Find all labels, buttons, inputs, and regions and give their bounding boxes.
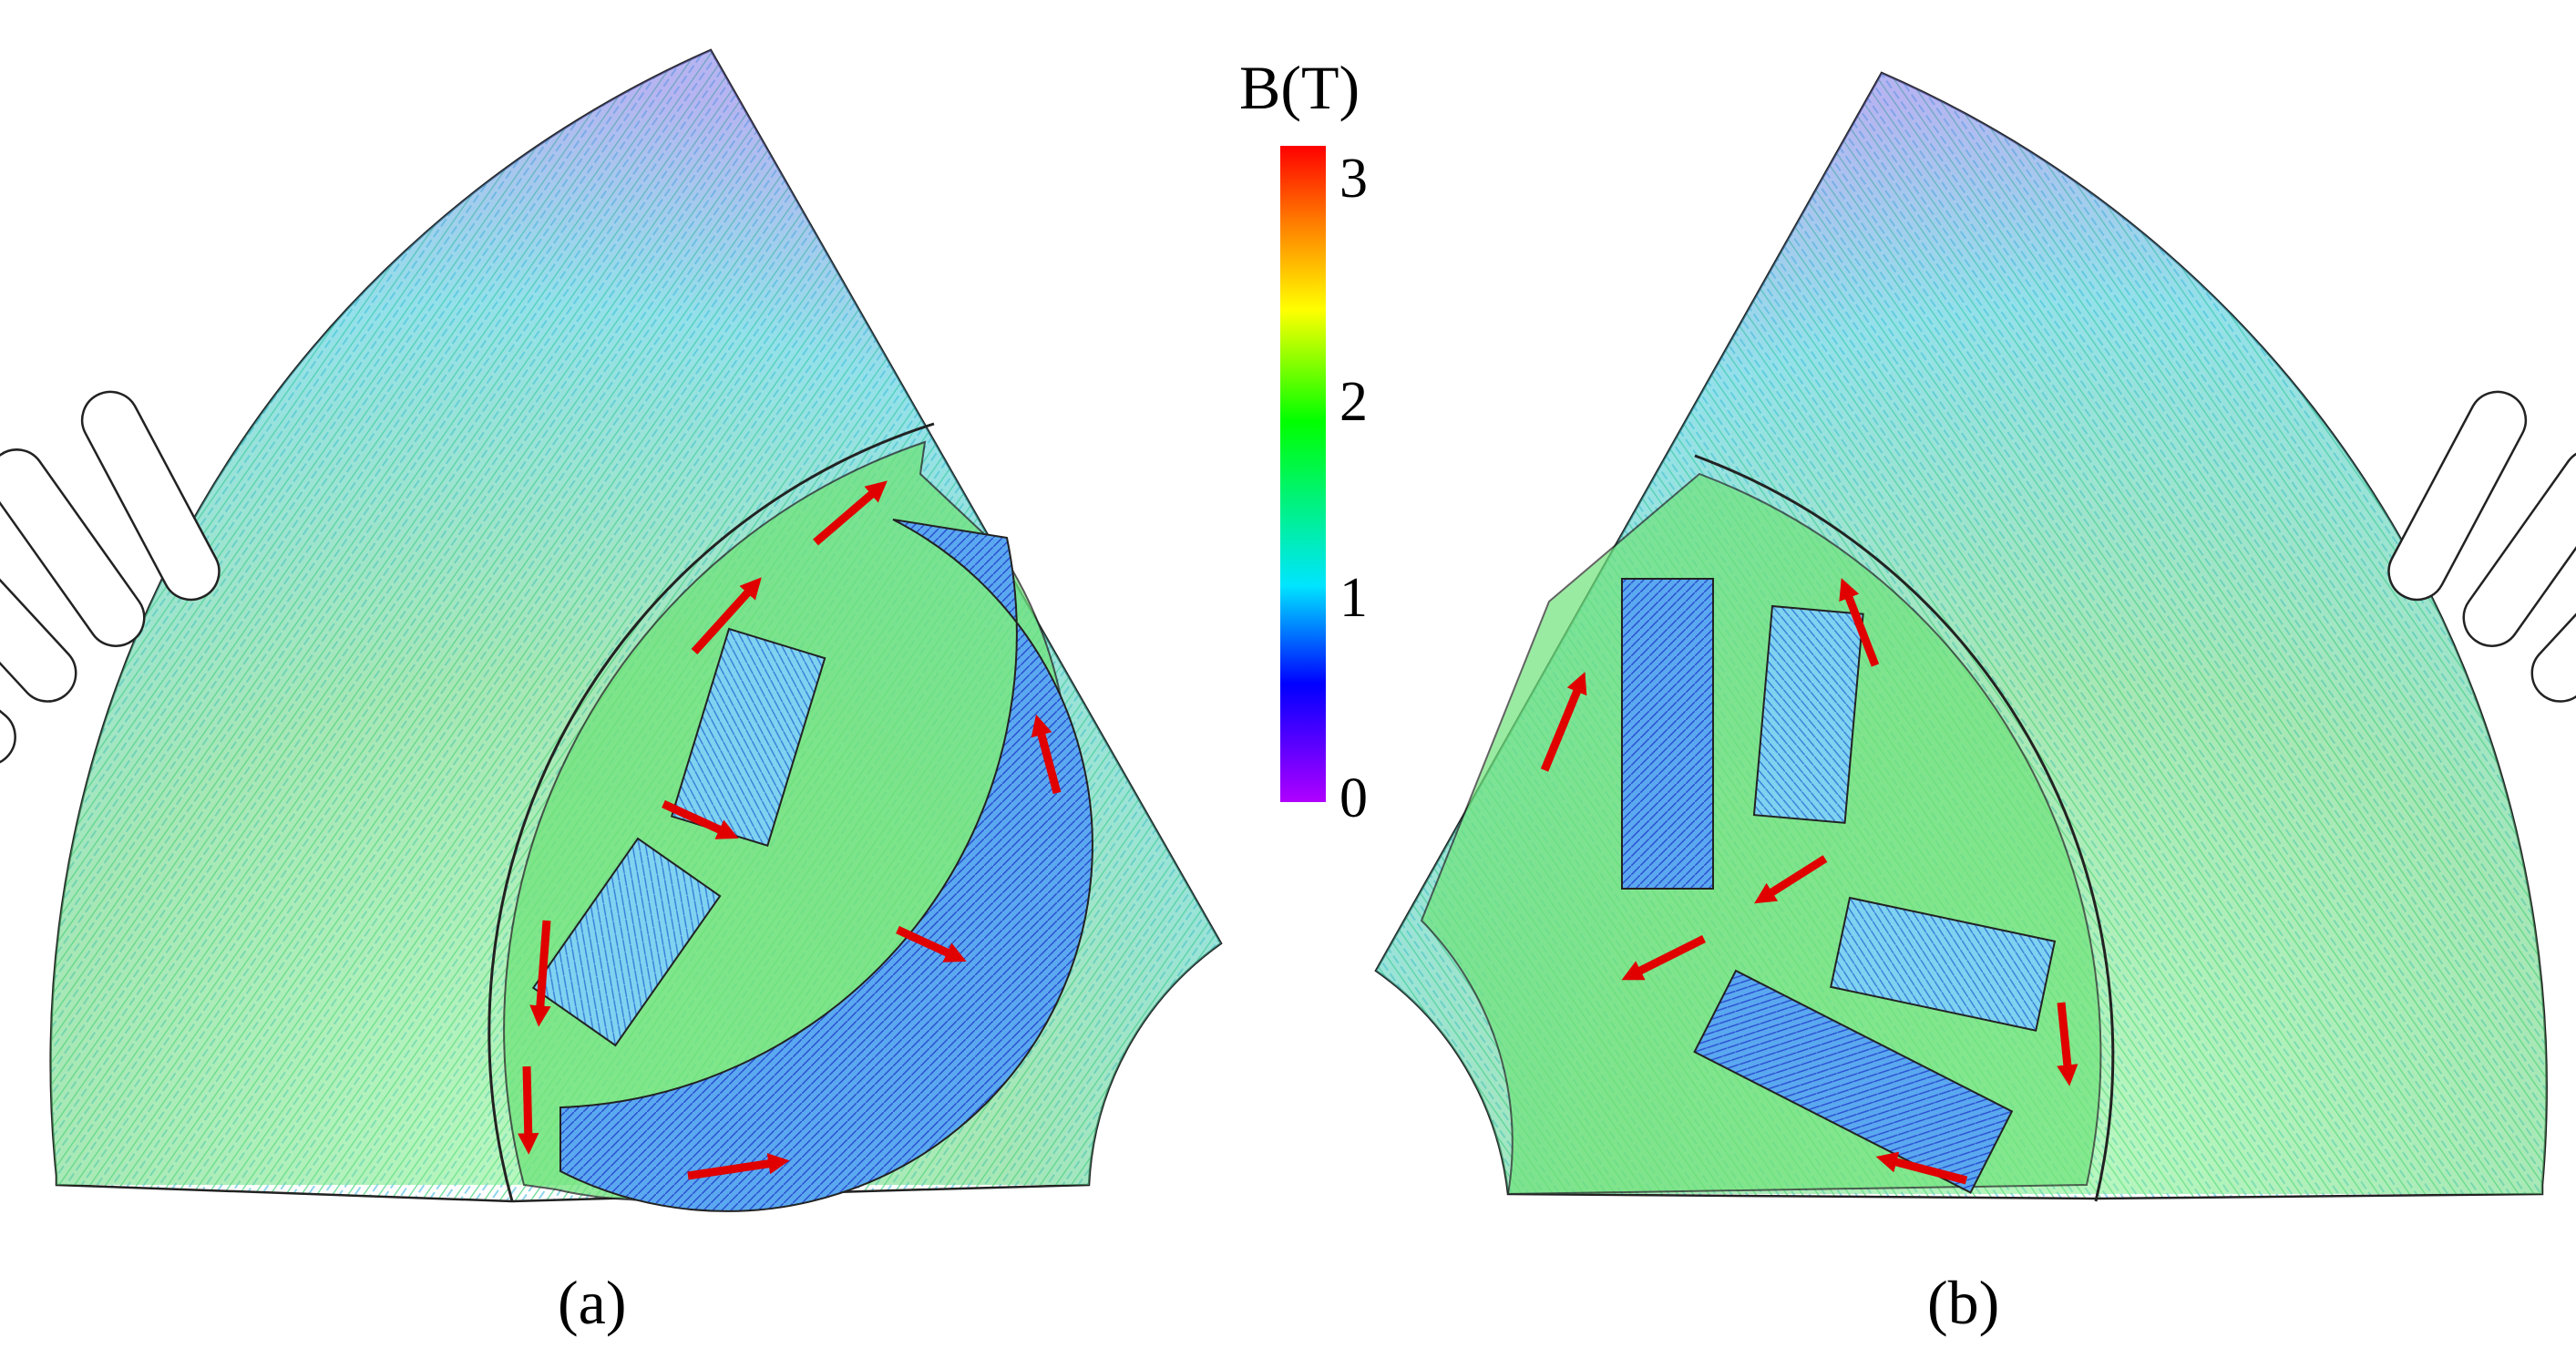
panel-a-flux-arrows	[518, 480, 1062, 1180]
panel-b-rotor	[1420, 472, 2102, 1196]
panel-a-air-gap	[487, 422, 935, 1202]
stator-slot	[80, 390, 221, 602]
flux-arrow	[1540, 672, 1587, 772]
panel-a-stator-slots	[0, 390, 221, 767]
flux-arrow	[1754, 855, 1828, 904]
panel-b-magnet-4	[1693, 969, 2014, 1194]
flux-arrow	[1621, 934, 1707, 981]
stator-slot	[0, 448, 146, 647]
colorbar-tick-label: 0	[1339, 767, 1368, 829]
panel-b-motor-section	[1374, 71, 2576, 1202]
flux-arrow	[687, 1153, 790, 1180]
panel-b-magnet-1	[1621, 578, 1714, 890]
flux-arrow	[813, 480, 888, 546]
panel-b-flux-arrows	[1540, 578, 2078, 1185]
panel-b-magnet-2	[1752, 604, 1864, 824]
colorbar-tick-label: 3	[1339, 148, 1368, 210]
panel-a-arc-magnet	[559, 519, 1093, 1212]
panel-a-motor-section	[0, 48, 1223, 1212]
colorbar-title: B(T)	[1239, 53, 1360, 122]
stator-slot	[0, 597, 16, 767]
stator-slot	[2462, 448, 2576, 647]
panel-b-stator-slots	[2387, 390, 2576, 703]
panel-b-magnet-3	[1830, 896, 2057, 1032]
flux-arrow	[1875, 1151, 1968, 1185]
stator-slot	[2530, 518, 2576, 703]
panel-b-label: (b)	[1927, 1268, 2000, 1337]
flux-arrow	[662, 799, 739, 839]
flux-arrow	[1839, 578, 1880, 667]
panel-b-air-gap	[1694, 454, 2115, 1202]
flux-arrow	[2057, 1002, 2078, 1086]
panel-a-label: (a)	[558, 1268, 627, 1337]
colorbar-gradient	[1280, 146, 1326, 802]
stator-slot	[2387, 390, 2528, 602]
flux-arrow	[1031, 714, 1062, 795]
panel-a-magnet-lower	[531, 837, 722, 1047]
flux-arrow	[896, 925, 967, 962]
flux-arrow	[529, 920, 551, 1027]
stator-slot	[0, 518, 77, 703]
flux-arrow	[518, 1065, 539, 1155]
colorbar-tick-label: 1	[1339, 567, 1368, 629]
flux-arrow	[691, 577, 762, 655]
colorbar-tick-label: 2	[1339, 371, 1368, 433]
